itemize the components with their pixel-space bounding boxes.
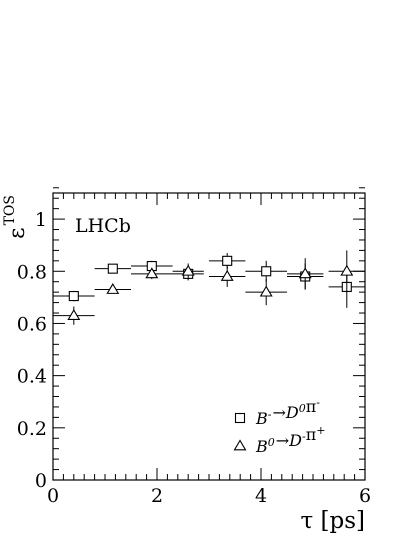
data-point-triangle xyxy=(340,264,354,276)
y-tick-label: 0.6 xyxy=(17,313,47,335)
y-tick-label: 0.2 xyxy=(17,418,47,440)
legend-label-part: + xyxy=(316,424,325,437)
legend-entry-square: B-→D0π- xyxy=(234,396,320,428)
legend-label-part: - xyxy=(268,408,272,421)
legend-label-part: 0 xyxy=(268,436,275,449)
data-point-square xyxy=(222,255,233,266)
y-axis-label: ε TOS xyxy=(2,195,30,239)
axes: 0 2 4 6 0 0.2 0.4 0.6 0.8 1 xyxy=(17,187,371,507)
data-point-square xyxy=(68,291,79,302)
data-points xyxy=(53,250,365,325)
legend-label-part: B xyxy=(255,409,268,428)
data-point-triangle xyxy=(106,282,120,294)
legend-entry-triangle: B0→D-π+ xyxy=(233,424,325,456)
legend-label-part: B xyxy=(255,437,268,456)
data-point-triangle xyxy=(67,309,81,321)
y-axis-label-superscript: TOS xyxy=(2,195,18,225)
y-tick-label: 0.8 xyxy=(17,261,47,283)
data-point-triangle xyxy=(220,269,234,281)
legend-label-part: → xyxy=(272,403,285,422)
series-square xyxy=(53,253,365,308)
y-tick-label: 0.4 xyxy=(17,366,47,388)
data-point-square xyxy=(261,266,272,277)
x-tick-label: 0 xyxy=(47,485,59,507)
x-axis-label: τ [ps] xyxy=(300,508,365,534)
legend-label-part: π xyxy=(306,425,317,444)
data-point-triangle xyxy=(298,267,312,279)
y-tick-label: 1 xyxy=(35,209,47,231)
legend-marker-triangle xyxy=(233,439,247,451)
legend-label: B-→D0π- xyxy=(255,396,320,428)
legend-marker-square xyxy=(234,412,246,424)
data-point-triangle xyxy=(259,285,273,297)
legend-label-part: - xyxy=(302,430,306,443)
legend-label-part: 0 xyxy=(299,402,306,415)
labels: τ [ps] ε TOS LHCb xyxy=(2,195,365,534)
lhcb-label: LHCb xyxy=(75,215,131,237)
legend-label-part: → xyxy=(276,431,289,450)
legend-label-part: π xyxy=(306,397,317,416)
legend-label: B0→D-π+ xyxy=(255,424,325,456)
data-point-square xyxy=(107,263,118,274)
x-tick-label: 4 xyxy=(255,485,267,507)
legend: B-→D0π-B0→D-π+ xyxy=(233,396,325,456)
legend-label-part: D xyxy=(285,403,299,422)
legend-label-part: D xyxy=(288,431,302,450)
legend-label-part: - xyxy=(316,396,320,409)
y-axis-label-symbol: ε xyxy=(5,227,30,238)
x-tick-label: 6 xyxy=(359,485,371,507)
y-tick-label: 0 xyxy=(35,470,47,492)
x-tick-label: 2 xyxy=(151,485,163,507)
series-triangle xyxy=(53,250,365,325)
data-point-triangle xyxy=(145,267,159,279)
data-point-triangle xyxy=(181,264,195,276)
